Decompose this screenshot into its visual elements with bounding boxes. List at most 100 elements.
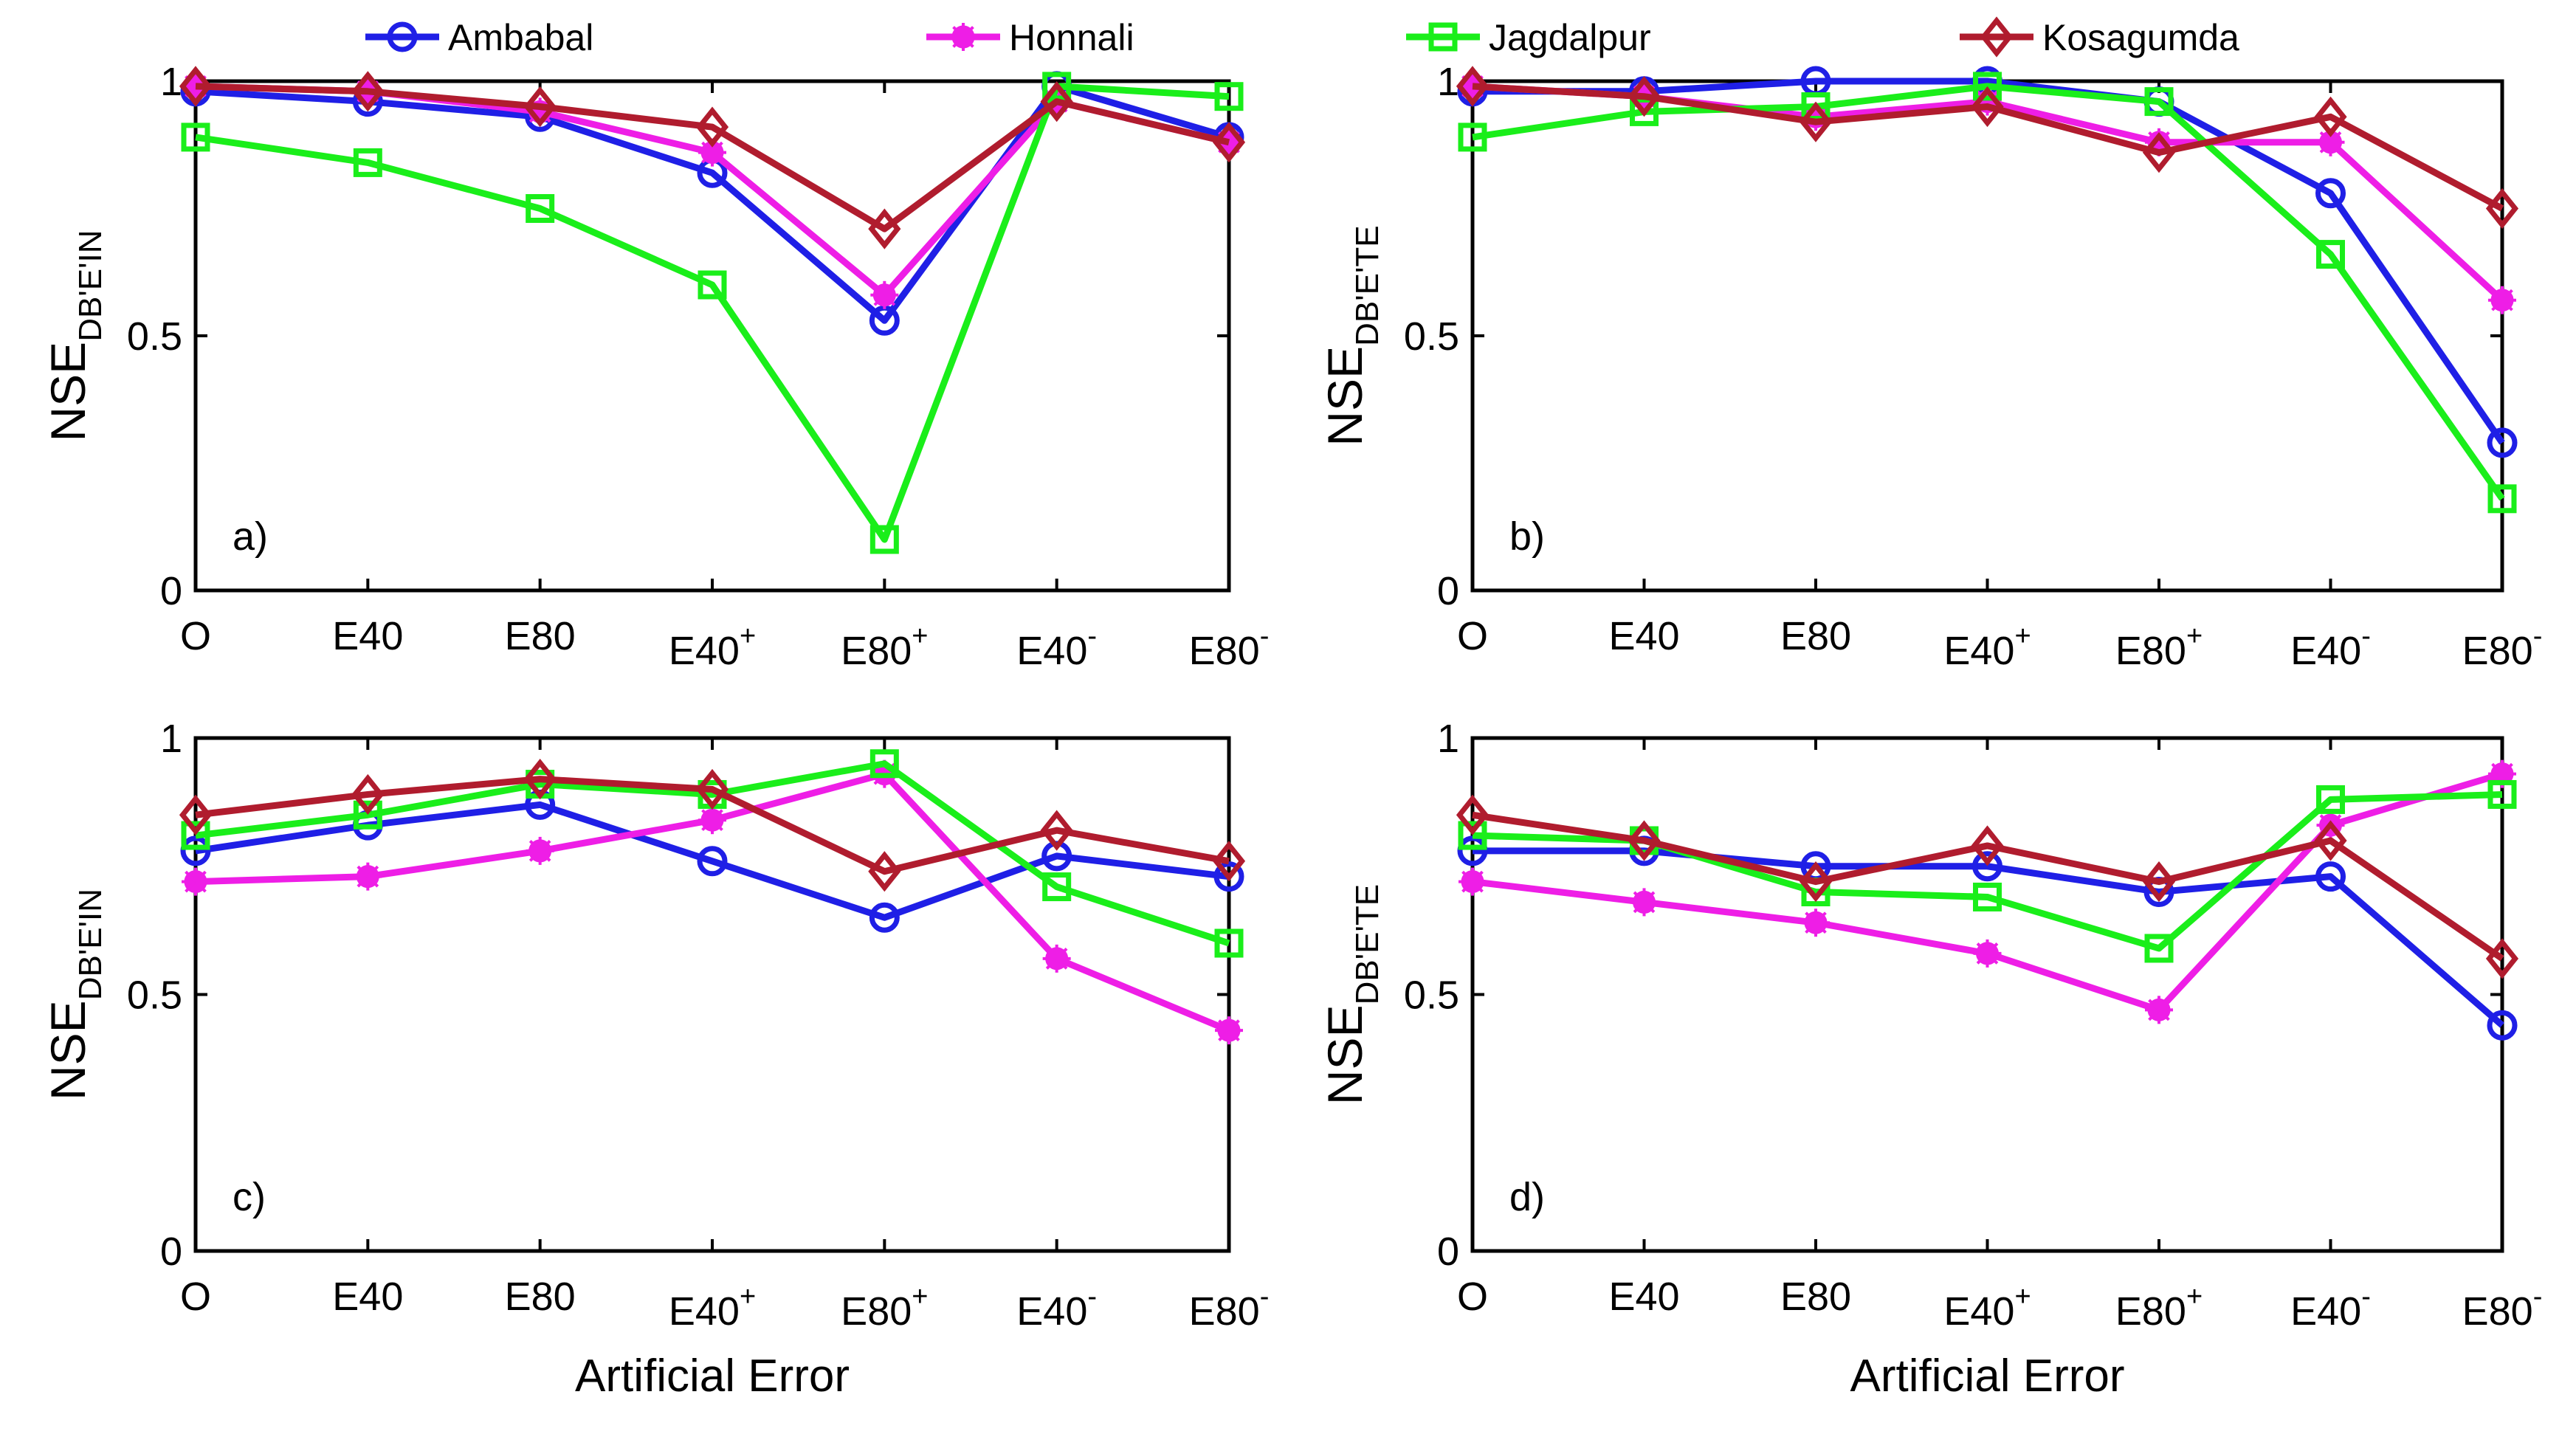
star-marker-ray (1055, 957, 1068, 970)
x-tick-superscript: + (2014, 621, 2031, 652)
y-tick-label: 0 (160, 1230, 182, 1274)
series-line (195, 760, 1230, 947)
x-tick-label: E80 (1780, 1275, 1851, 1319)
data-point (868, 208, 901, 249)
legend-label: Ambabal (448, 17, 593, 58)
star-marker-ray (2329, 131, 2342, 144)
star-marker-ray (711, 818, 723, 832)
data-point (869, 749, 899, 779)
y-tick-label: 1 (1437, 60, 1459, 104)
data-point (354, 862, 382, 891)
star-marker-ray (2148, 999, 2160, 1011)
data-point (1040, 810, 1073, 851)
star-marker-ray (1218, 1029, 1230, 1041)
star-marker-ray (1643, 891, 1656, 903)
series-line (195, 83, 1230, 299)
panels: 00.51O E40 E80 E40+ E80+ E40- E80-NSEDB'E'INa)… (41, 60, 2542, 1402)
y-tick-label: 0.5 (127, 973, 182, 1018)
star-marker-ray (2157, 1008, 2170, 1021)
series-line (195, 776, 1230, 875)
star-marker-ray (539, 840, 551, 852)
legend-item-jagdalpur[interactable]: Jagdalpur (1406, 17, 1651, 58)
panel-label: c) (233, 1175, 266, 1219)
star-marker-ray (1986, 952, 1999, 965)
data-point (182, 867, 210, 896)
x-tick-superscript: + (912, 1281, 928, 1312)
star-marker-ray (2148, 1008, 2160, 1021)
data-point (2315, 178, 2346, 209)
x-tick-superscript: - (2361, 621, 2371, 652)
x-tick-label: E80- (1189, 1281, 1270, 1334)
legend: Ambabal Honnali Jagdalpur Kosagumda (365, 16, 2239, 58)
star-marker-ray (1633, 891, 1645, 903)
x-tick-label: E40+ (669, 1281, 756, 1334)
star-marker-ray (2319, 131, 2332, 144)
data-point (2485, 187, 2519, 230)
legend-item-honnali[interactable]: Honnali (926, 17, 1134, 58)
series-jagdalpur (1458, 779, 2517, 963)
x-tick-label: E80 (505, 614, 576, 658)
star-marker-ray (1633, 900, 1645, 914)
data-point (870, 280, 899, 309)
y-axis-label: NSEDB'E'TE (1318, 225, 1385, 446)
data-point (868, 851, 901, 892)
star-marker-ray (1805, 911, 1817, 924)
y-tick-label: 0.5 (1404, 314, 1459, 359)
series-kosagumda (1456, 794, 2519, 979)
legend-label: Honnali (1009, 17, 1134, 58)
data-point (1802, 909, 1830, 937)
data-point (2314, 96, 2347, 137)
data-point (1628, 820, 1661, 861)
legend-item-ambabal[interactable]: Ambabal (365, 17, 593, 58)
star-marker-ray (701, 809, 714, 821)
circle-icon (387, 21, 418, 52)
data-point (1972, 851, 2002, 882)
legend-item-kosagumda[interactable]: Kosagumda (1960, 16, 2239, 58)
star-marker-ray (1471, 870, 1484, 883)
star-marker-ray (1976, 952, 1988, 965)
data-point (1630, 888, 1659, 917)
data-point (526, 836, 554, 865)
x-tick-superscript: + (740, 621, 756, 652)
data-point (1973, 882, 2002, 911)
data-point (869, 525, 899, 554)
data-point (698, 806, 726, 835)
star-marker-ray (2329, 141, 2342, 154)
data-point (2487, 484, 2517, 514)
x-tick-superscript: - (1260, 621, 1270, 652)
star-marker-ray (1814, 911, 1827, 924)
star-marker-ray (2157, 999, 2170, 1011)
star-marker-ray (357, 865, 369, 878)
star-marker-ray (962, 35, 974, 48)
data-point (181, 821, 210, 850)
x-tick-label: E80- (1189, 621, 1270, 673)
data-point (523, 86, 557, 128)
star-marker-ray (2491, 289, 2504, 302)
data-point (2487, 1010, 2518, 1041)
panel-b: 0 0.5 1 O E40 E80 E40+ E80+ E40- E80- NSEDB'E'TE b) (1318, 60, 2542, 673)
star-marker-ray (711, 141, 723, 154)
series-ambabal (1457, 835, 2518, 1041)
y-tick-label: 0.5 (127, 314, 182, 359)
star-marker-ray (539, 849, 551, 862)
star-marker-ray (873, 283, 886, 297)
star-marker-ray (1471, 880, 1484, 893)
data-point (2316, 240, 2345, 269)
star-marker-ray (2501, 299, 2513, 311)
x-tick-label: E40+ (1943, 621, 2031, 673)
data-point (1213, 861, 1244, 892)
panel-label: d) (1509, 1175, 1545, 1219)
star-marker-ray (2319, 141, 2332, 154)
x-tick-label: E80- (2462, 1281, 2543, 1334)
data-point (353, 148, 382, 177)
data-point (181, 123, 210, 152)
data-point (1042, 72, 1072, 101)
x-tick-label: E80+ (2115, 1281, 2203, 1334)
x-tick-superscript: + (2014, 1281, 2031, 1312)
data-point (2142, 861, 2176, 903)
data-point (1042, 944, 1071, 973)
x-axis-label: Artificial Error (1850, 1351, 2124, 1402)
x-tick-label: E80- (2462, 621, 2543, 673)
x-tick-label: E40+ (1943, 1281, 2031, 1334)
